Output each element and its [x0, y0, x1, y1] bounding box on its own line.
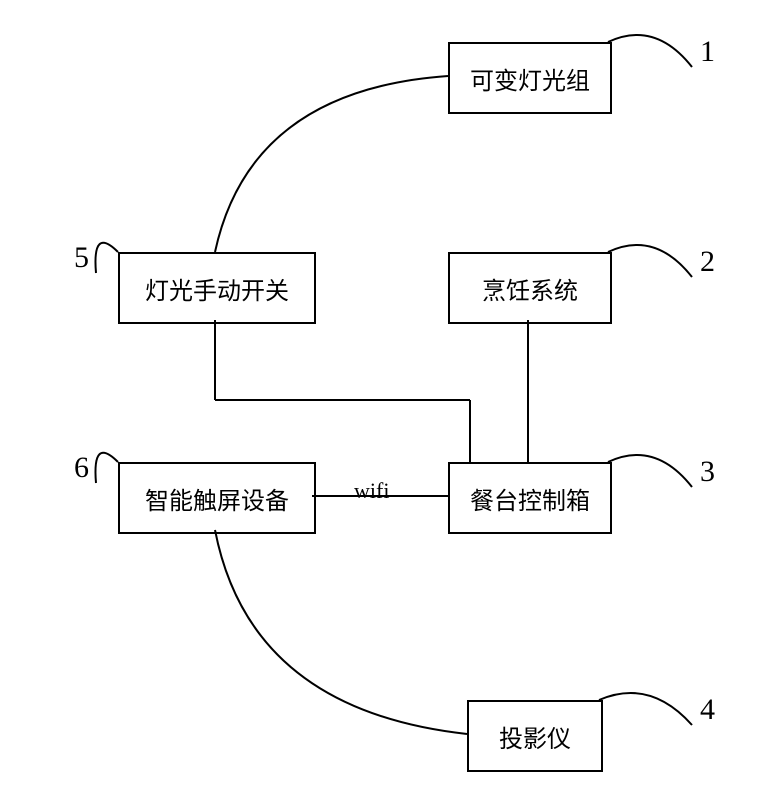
node-label: 餐台控制箱: [470, 481, 590, 516]
connections-layer: [0, 0, 766, 806]
node-label: 投影仪: [499, 719, 571, 754]
node-projector: 投影仪: [467, 700, 603, 772]
node-label: 灯光手动开关: [145, 271, 289, 306]
node-table-control-box: 餐台控制箱: [448, 462, 612, 534]
callout-2: 2: [700, 245, 715, 279]
callout-1: 1: [700, 35, 715, 69]
edge-label-wifi: wifi: [354, 478, 389, 504]
node-light-manual-switch: 灯光手动开关: [118, 252, 316, 324]
node-label: 烹饪系统: [482, 271, 578, 306]
node-label: 智能触屏设备: [145, 481, 289, 516]
node-label: 可变灯光组: [470, 61, 590, 96]
node-cooking-system: 烹饪系统: [448, 252, 612, 324]
callout-3: 3: [700, 455, 715, 489]
callout-4: 4: [700, 693, 715, 727]
node-variable-light-group: 可变灯光组: [448, 42, 612, 114]
callout-6: 6: [74, 451, 89, 485]
callout-5: 5: [74, 241, 89, 275]
node-smart-touch-device: 智能触屏设备: [118, 462, 316, 534]
